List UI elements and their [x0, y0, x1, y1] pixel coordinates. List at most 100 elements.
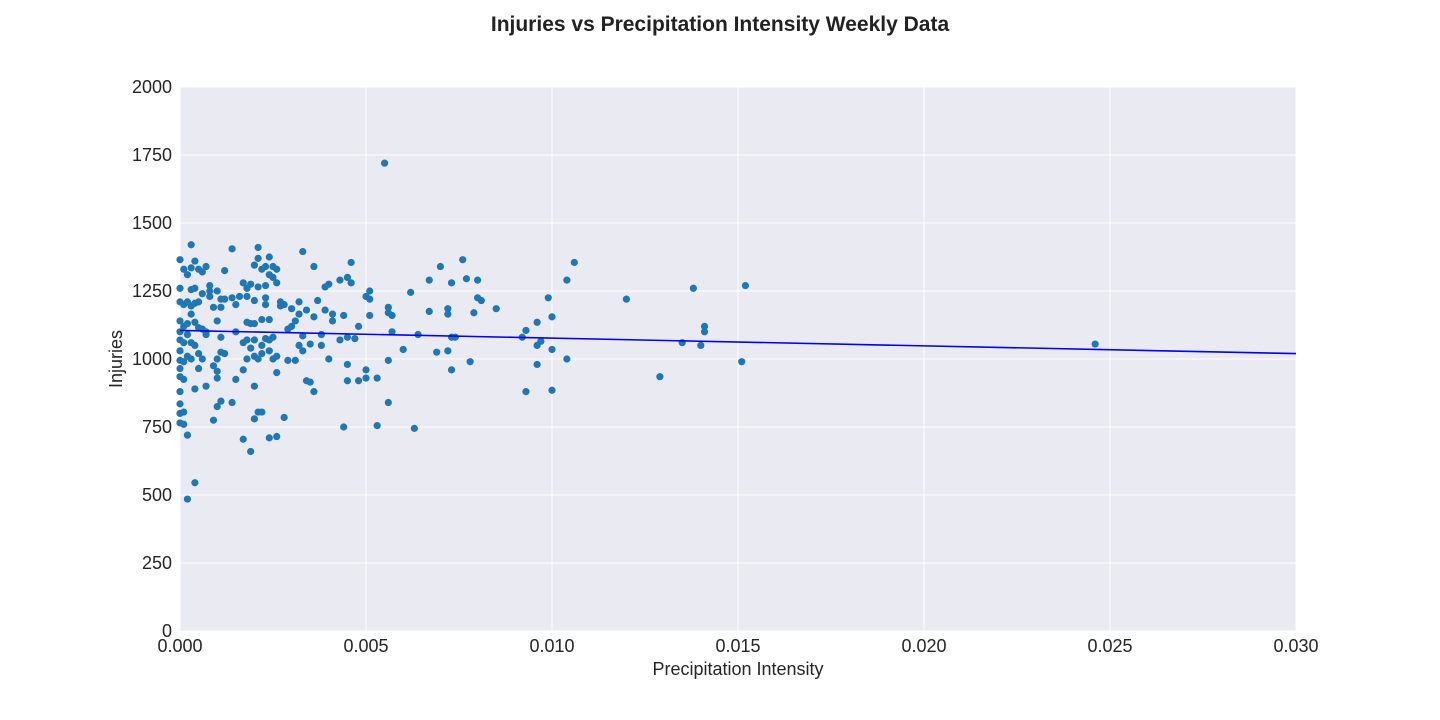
data-point [470, 309, 478, 317]
x-tick-label: 0.010 [529, 636, 574, 656]
data-point [622, 295, 631, 303]
data-point [180, 420, 188, 428]
data-point [325, 355, 333, 363]
data-point [213, 403, 221, 411]
data-point [250, 320, 258, 328]
data-point [206, 281, 214, 290]
data-point [366, 295, 374, 303]
data-point [314, 296, 322, 305]
data-point [299, 347, 307, 355]
chart-title: Injuries vs Precipitation Intensity Week… [491, 13, 950, 36]
data-point [265, 347, 273, 355]
data-point [180, 265, 188, 273]
data-point [328, 310, 337, 318]
data-point [254, 283, 262, 291]
data-point [247, 344, 255, 352]
x-tick-label: 0.015 [715, 636, 760, 656]
data-point [700, 328, 709, 336]
data-point [250, 261, 258, 269]
data-point [265, 315, 273, 324]
data-point [228, 294, 236, 302]
data-point [738, 358, 746, 366]
data-point [343, 377, 351, 385]
data-point [228, 245, 236, 253]
y-tick-label: 0 [162, 621, 172, 641]
data-point [548, 313, 556, 321]
data-point [247, 280, 255, 288]
data-point [273, 265, 281, 273]
data-point [202, 330, 210, 339]
data-point [563, 276, 571, 284]
data-point [213, 374, 221, 382]
y-tick-label: 2000 [132, 77, 172, 97]
data-point [228, 398, 236, 407]
data-point [258, 315, 266, 324]
data-point [254, 243, 262, 252]
data-point [436, 262, 444, 271]
data-point [183, 495, 192, 503]
data-point [388, 328, 396, 336]
data-point [213, 287, 221, 295]
data-point [306, 340, 314, 348]
data-point [444, 310, 452, 318]
data-point [250, 336, 258, 344]
data-point [310, 262, 318, 271]
x-tick-label: 0.025 [1087, 636, 1132, 656]
x-axis-ticks: 0.000 0.005 0.010 0.015 0.020 0.025 0.030 [157, 636, 1318, 656]
data-point [183, 271, 192, 279]
data-point [351, 335, 359, 343]
data-point [310, 313, 318, 321]
data-point [269, 333, 277, 341]
data-point [321, 306, 329, 314]
data-point [288, 305, 296, 313]
data-point [195, 349, 203, 358]
y-tick-label: 1000 [132, 349, 172, 369]
data-point [295, 310, 303, 318]
data-point [176, 347, 184, 355]
data-point [384, 398, 392, 407]
data-point [384, 356, 392, 364]
data-point [697, 341, 705, 349]
data-point [447, 279, 456, 287]
data-point [462, 275, 471, 283]
data-point [354, 322, 363, 330]
data-point [381, 159, 389, 167]
data-point [217, 333, 225, 341]
x-axis-label: Precipitation Intensity [652, 659, 823, 679]
data-point [232, 301, 240, 309]
data-point [280, 413, 288, 422]
y-tick-label: 1250 [132, 281, 172, 301]
data-point [362, 374, 370, 382]
data-point [202, 262, 210, 271]
data-point [217, 303, 225, 311]
data-point [340, 423, 348, 431]
data-point [362, 366, 370, 374]
data-point [444, 347, 452, 355]
y-axis-label: Injuries [106, 330, 126, 388]
data-point [310, 388, 318, 396]
data-point [243, 336, 251, 344]
data-point [336, 276, 344, 284]
data-point [399, 345, 407, 354]
data-point [180, 375, 188, 383]
data-point [258, 341, 266, 349]
data-point [213, 317, 221, 325]
data-point [187, 241, 195, 249]
data-point [254, 254, 262, 262]
data-point [347, 279, 355, 287]
data-point [656, 373, 664, 381]
x-tick-label: 0.020 [901, 636, 946, 656]
data-point [295, 341, 303, 349]
data-point [388, 311, 396, 320]
data-point [195, 364, 203, 373]
data-point [291, 356, 299, 364]
data-point [213, 367, 221, 375]
data-point [317, 330, 325, 339]
data-point [325, 280, 333, 288]
data-point [254, 355, 262, 363]
data-point [180, 339, 188, 347]
data-point [291, 317, 299, 325]
data-point [187, 264, 195, 272]
data-point [258, 349, 266, 358]
